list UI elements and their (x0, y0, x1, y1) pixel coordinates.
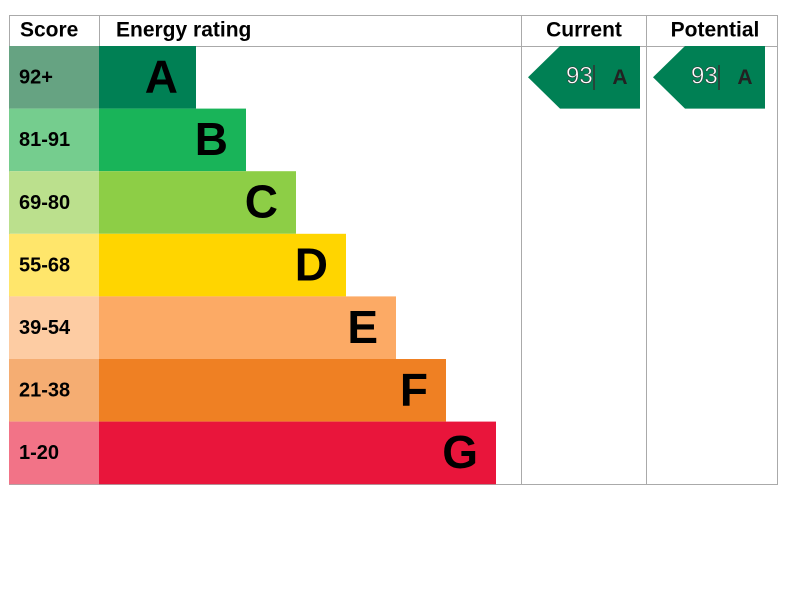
potential-arrow (653, 46, 765, 109)
band-score: 21-38 (19, 380, 70, 402)
score-cell (9, 233, 99, 297)
band-score: 69-80 (19, 192, 70, 214)
band-letter: D (295, 238, 328, 290)
current-arrow (528, 46, 640, 109)
score-cell (9, 421, 99, 485)
score-cell (9, 359, 99, 422)
band-bar (99, 359, 446, 422)
header-score: Score (20, 19, 78, 42)
band-bar (99, 233, 346, 297)
band-bar (99, 421, 496, 485)
header-potential: Potential (671, 19, 760, 42)
score-cell (9, 296, 99, 359)
score-cell (9, 171, 99, 234)
band-score: 55-68 (19, 254, 70, 276)
band-score: 92+ (19, 67, 53, 89)
current-value: 93 (566, 63, 593, 90)
header-energy-rating: Energy rating (116, 19, 251, 42)
band-letter: F (400, 363, 428, 415)
band-letter: B (195, 113, 228, 165)
band-letter: A (145, 50, 178, 102)
band-score: 81-91 (19, 129, 70, 151)
score-cell (9, 46, 99, 109)
band-letter: E (347, 301, 378, 353)
header-current: Current (546, 19, 622, 42)
band-bar (99, 46, 196, 109)
band-score: 39-54 (19, 317, 71, 339)
score-cell (9, 108, 99, 172)
current-rating: A (612, 66, 627, 89)
band-bar (99, 171, 296, 234)
band-letter: G (442, 426, 478, 478)
band-bar (99, 296, 396, 359)
band-bar (99, 108, 246, 172)
band-letter: C (245, 176, 278, 228)
potential-value: 93 (691, 63, 718, 90)
potential-rating: A (737, 66, 752, 89)
band-score: 1-20 (19, 442, 59, 464)
